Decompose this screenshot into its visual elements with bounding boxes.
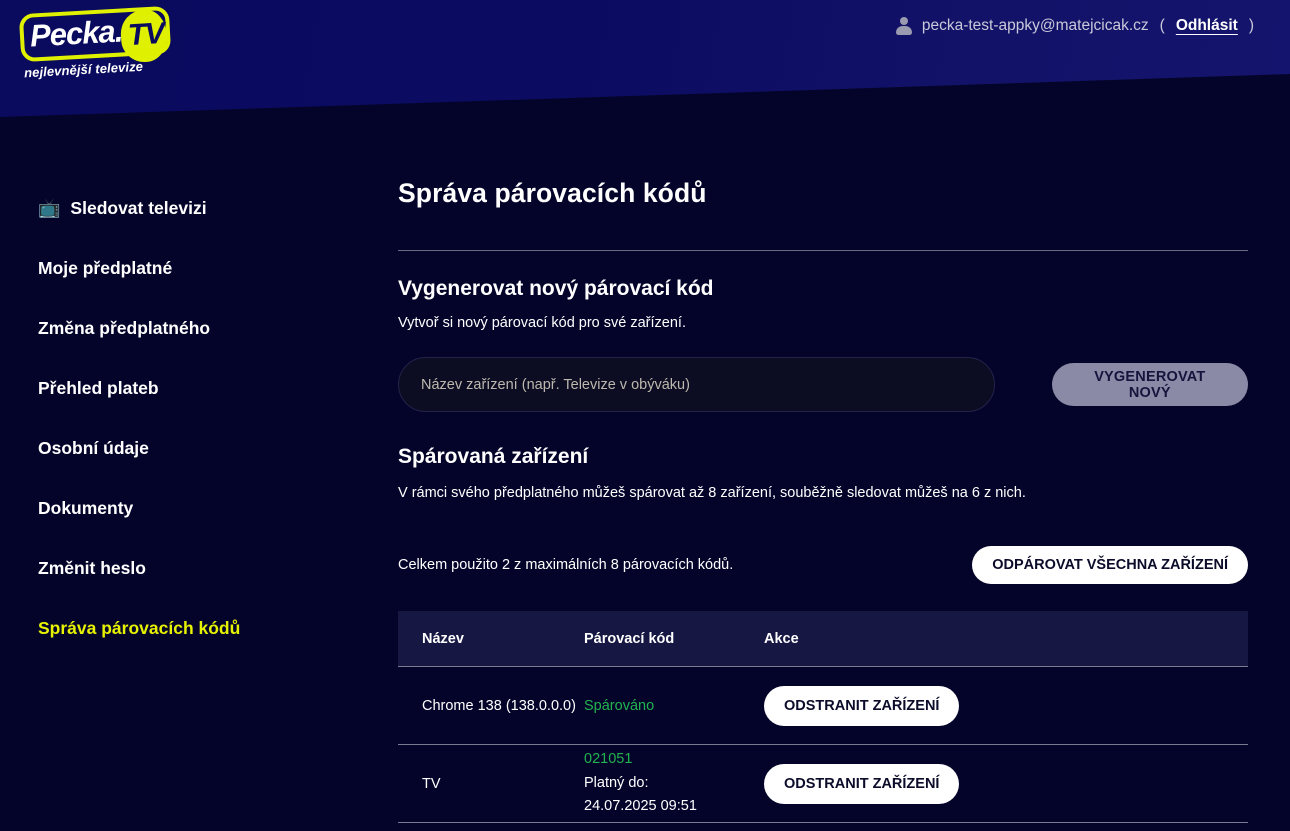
sidebar-item-sprava-parovacich-kodu[interactable]: Správa párovacích kódů [0,598,360,658]
paren-close: ) [1248,16,1254,34]
sidebar-item-label: Sledovat televizi [70,197,207,218]
valid-until-value: 24.07.2025 09:51 [584,798,697,815]
paired-devices-table: Název Párovací kód Akce Chrome 138 (138.… [398,611,1248,823]
television-icon: 📺 [38,198,61,218]
sidebar-item-label: Přehled plateb [38,377,159,398]
sidebar-item-zmena-predplatneho[interactable]: Změna předplatného [0,298,360,358]
pairing-code-value: 021051 [584,750,633,767]
sidebar-item-label: Správa párovacích kódů [38,617,241,638]
sidebar-item-label: Změnit heslo [38,557,146,578]
device-name: Chrome 138 (138.0.0.0) [422,697,576,714]
paren-open: ( [1159,16,1165,34]
column-header-code: Párovací kód [584,630,675,647]
logo-tagline: nejlevnější televize [23,58,144,81]
table-row: TV 021051 Platný do: 24.07.2025 09:51 OD… [398,745,1248,823]
column-header-action: Akce [764,630,799,647]
column-header-name: Název [422,630,464,647]
sidebar-item-sledovat-televizi[interactable]: 📺 Sledovat televizi [0,178,360,238]
codes-used-count: Celkem použito 2 z maximálních 8 párovac… [398,557,734,573]
user-account-bar: pecka-test-appky@matejcicak.cz ( Odhlási… [896,16,1256,35]
remove-device-button[interactable]: ODSTRANIT ZAŘÍZENÍ [764,685,960,726]
paired-section-subtitle: V rámci svého předplatného můžeš spárova… [398,485,1026,501]
sidebar-item-zmenit-heslo[interactable]: Změnit heslo [0,538,360,598]
title-divider [398,250,1248,251]
sidebar-item-label: Změna předplatného [38,317,211,338]
pairing-code-cell: 021051 Platný do: 24.07.2025 09:51 [584,748,764,820]
sidebar-item-dokumenty[interactable]: Dokumenty [0,478,360,538]
table-header-row: Název Párovací kód Akce [398,611,1248,667]
sidebar-nav: 📺 Sledovat televizi Moje předplatné Změn… [0,178,360,658]
sidebar-item-prehled-plateb[interactable]: Přehled plateb [0,358,360,418]
pairing-code-status: Spárováno [584,697,655,714]
user-email: pecka-test-appky@matejcicak.cz [921,16,1149,34]
logout-link[interactable]: Odhlásit [1175,16,1238,34]
person-icon [896,16,913,35]
generate-row: VYGENEROVAT NOVÝ [398,357,1248,412]
main-content: Správa párovacích kódů Vygenerovat nový … [398,178,1248,823]
device-name-input[interactable] [398,357,995,412]
count-row: Celkem použito 2 z maximálních 8 párovac… [398,546,1248,584]
site-header: Pecka. TV nejlevnější televize pecka-tes… [0,0,1290,125]
brand-logo[interactable]: Pecka. TV nejlevnější televize [18,5,183,81]
device-name: TV [422,775,441,792]
row-actions: ODSTRANIT ZAŘÍZENÍ [764,685,1248,726]
page-title: Správa párovacích kódů [398,178,707,208]
sidebar-item-label: Dokumenty [38,497,134,518]
sidebar-item-label: Osobní údaje [38,437,149,458]
sidebar-item-label: Moje předplatné [38,257,173,278]
unpair-all-devices-button[interactable]: ODPÁROVAT VŠECHNA ZAŘÍZENÍ [972,546,1248,584]
generate-section-title: Vygenerovat nový párovací kód [398,277,714,300]
paired-section-title: Spárovaná zařízení [398,445,589,468]
logo-brand-text: Pecka. [29,13,124,54]
generate-new-code-button[interactable]: VYGENEROVAT NOVÝ [1051,363,1248,406]
sidebar-item-moje-predplatne[interactable]: Moje předplatné [0,238,360,298]
row-actions: ODSTRANIT ZAŘÍZENÍ [764,763,1248,804]
sidebar-item-osobni-udaje[interactable]: Osobní údaje [0,418,360,478]
remove-device-button[interactable]: ODSTRANIT ZAŘÍZENÍ [764,763,960,804]
table-row: Chrome 138 (138.0.0.0) Spárováno ODSTRAN… [398,667,1248,745]
generate-section-subtitle: Vytvoř si nový párovací kód pro své zaří… [398,315,686,331]
valid-until-label: Platný do: [584,774,649,791]
logo-brand-suffix: TV [127,17,165,52]
